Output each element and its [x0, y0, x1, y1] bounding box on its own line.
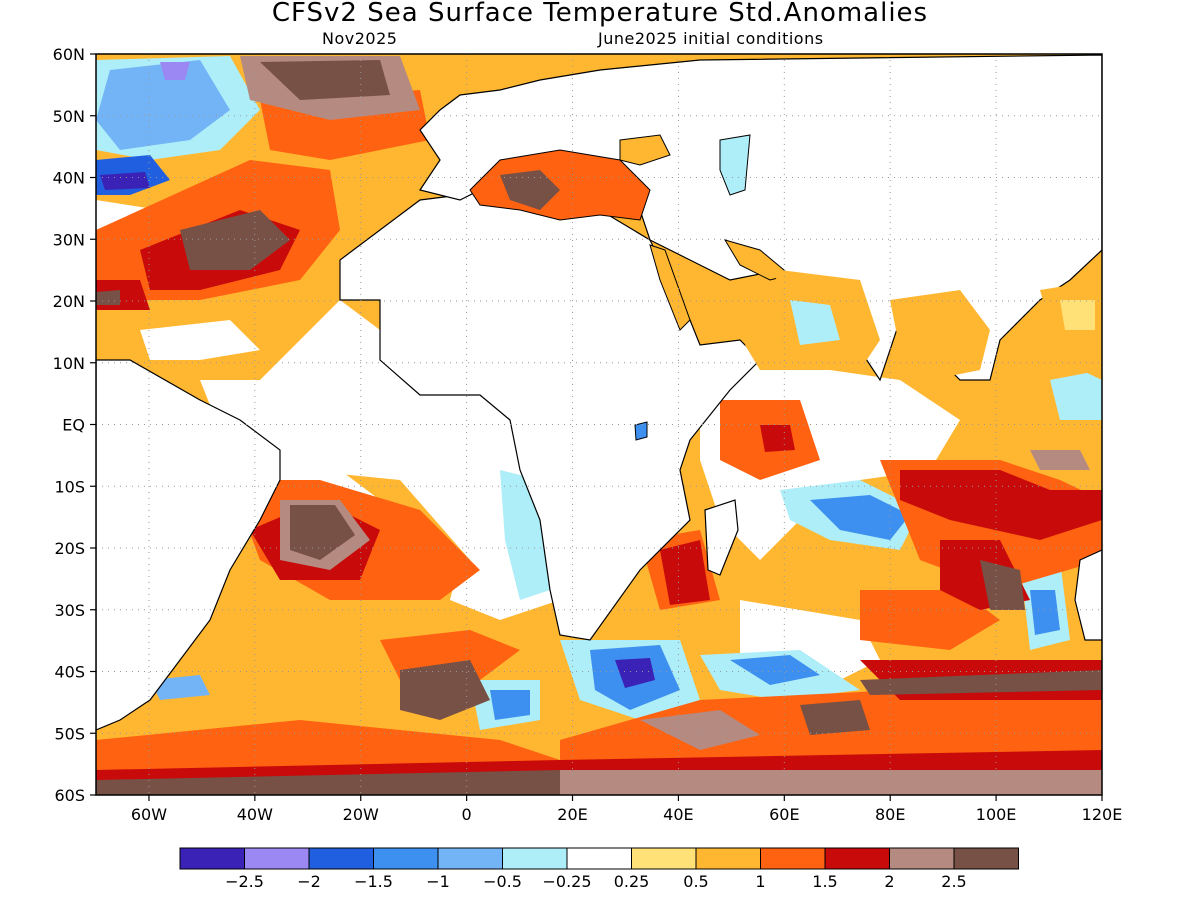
- lat-tick-label: 30N: [53, 230, 85, 249]
- lon-tick-label: 20E: [557, 805, 587, 824]
- bay-of-bengal: [890, 290, 990, 380]
- colorbar-label: 0.25: [614, 872, 650, 891]
- lat-tick-label: 50N: [53, 107, 85, 126]
- lake-victoria: [634, 421, 648, 441]
- colorbar-swatch: [179, 847, 245, 870]
- colorbar-swatch: [308, 847, 374, 870]
- lat-tick-label: 20S: [54, 539, 85, 558]
- caspian-sea: [719, 134, 751, 196]
- colorbar-label: 1.5: [812, 872, 837, 891]
- lon-tick-label: 60W: [131, 805, 167, 824]
- longitude-labels: 60W 40W 20W 0 20E 40E 60E 80E 100E 120E: [131, 795, 1122, 824]
- lat-tick-label: 40S: [54, 663, 85, 682]
- lon-tick-label: 60E: [769, 805, 799, 824]
- colorbar-swatch: [437, 847, 503, 870]
- lat-tick-label: EQ: [62, 416, 85, 435]
- colorbar-swatch: [953, 847, 1019, 870]
- lon-tick-label: 80E: [875, 805, 905, 824]
- lat-tick-label: 30S: [54, 601, 85, 620]
- lat-tick-label: 20N: [53, 292, 85, 311]
- map-title: CFSv2 Sea Surface Temperature Std.Anomal…: [271, 0, 929, 28]
- lat-tick-label: 10S: [54, 477, 85, 496]
- lon-tick-label: 120E: [1082, 805, 1123, 824]
- colorbar-label: 0.5: [683, 872, 708, 891]
- lat-tick-label: 50S: [54, 724, 85, 743]
- lon-tick-label: 40W: [237, 805, 273, 824]
- australia-land: [1074, 549, 1102, 641]
- initial-conditions: June2025 initial conditions: [598, 29, 824, 48]
- colorbar-label: −0.5: [483, 872, 522, 891]
- colorbar-label: 1: [755, 872, 765, 891]
- red-sea: [649, 244, 691, 331]
- black-sea: [619, 134, 671, 166]
- lat-tick-label: 40N: [53, 169, 85, 188]
- lon-tick-label: 20W: [343, 805, 379, 824]
- latitude-labels: 60N 50N 40N 30N 20N 10N EQ 10S 20S 30S 40S 50S 60S: [53, 45, 96, 805]
- colorbar-label: −2.5: [225, 872, 264, 891]
- colorbar-swatch: [373, 847, 439, 870]
- colorbar-swatch: [695, 847, 761, 870]
- lon-tick-label: 40E: [663, 805, 693, 824]
- madagascar-land: [704, 499, 739, 576]
- mediterranean-sea: [469, 149, 651, 221]
- lat-tick-label: 60S: [54, 786, 85, 805]
- colorbar-label: −1: [426, 872, 450, 891]
- colorbar-swatch: [889, 847, 955, 870]
- colorbar-swatch: [824, 847, 890, 870]
- lon-tick-label: 0: [462, 805, 472, 824]
- lat-tick-label: 60N: [53, 45, 85, 64]
- colorbar-swatch: [502, 847, 568, 870]
- colorbar-swatch: [760, 847, 826, 870]
- forecast-month: Nov2025: [322, 29, 398, 48]
- colorbar-label: 2: [884, 872, 894, 891]
- colorbar-swatch: [566, 847, 632, 870]
- colorbar-label: −0.25: [542, 872, 591, 891]
- colorbar-label: −1.5: [354, 872, 393, 891]
- lat-tick-label: 10N: [53, 354, 85, 373]
- colorbar-label: −2: [297, 872, 321, 891]
- south-america-land: [96, 359, 281, 731]
- anomaly-field: [96, 54, 1102, 795]
- colorbar: −2.5 −2 −1.5 −1 −0.5 −0.25 0.25 0.5 1 1.5 2 2.5: [179, 847, 1019, 891]
- colorbar-swatch: [631, 847, 697, 870]
- lon-tick-label: 100E: [976, 805, 1017, 824]
- colorbar-swatch: [244, 847, 310, 870]
- colorbar-label: 2.5: [941, 872, 966, 891]
